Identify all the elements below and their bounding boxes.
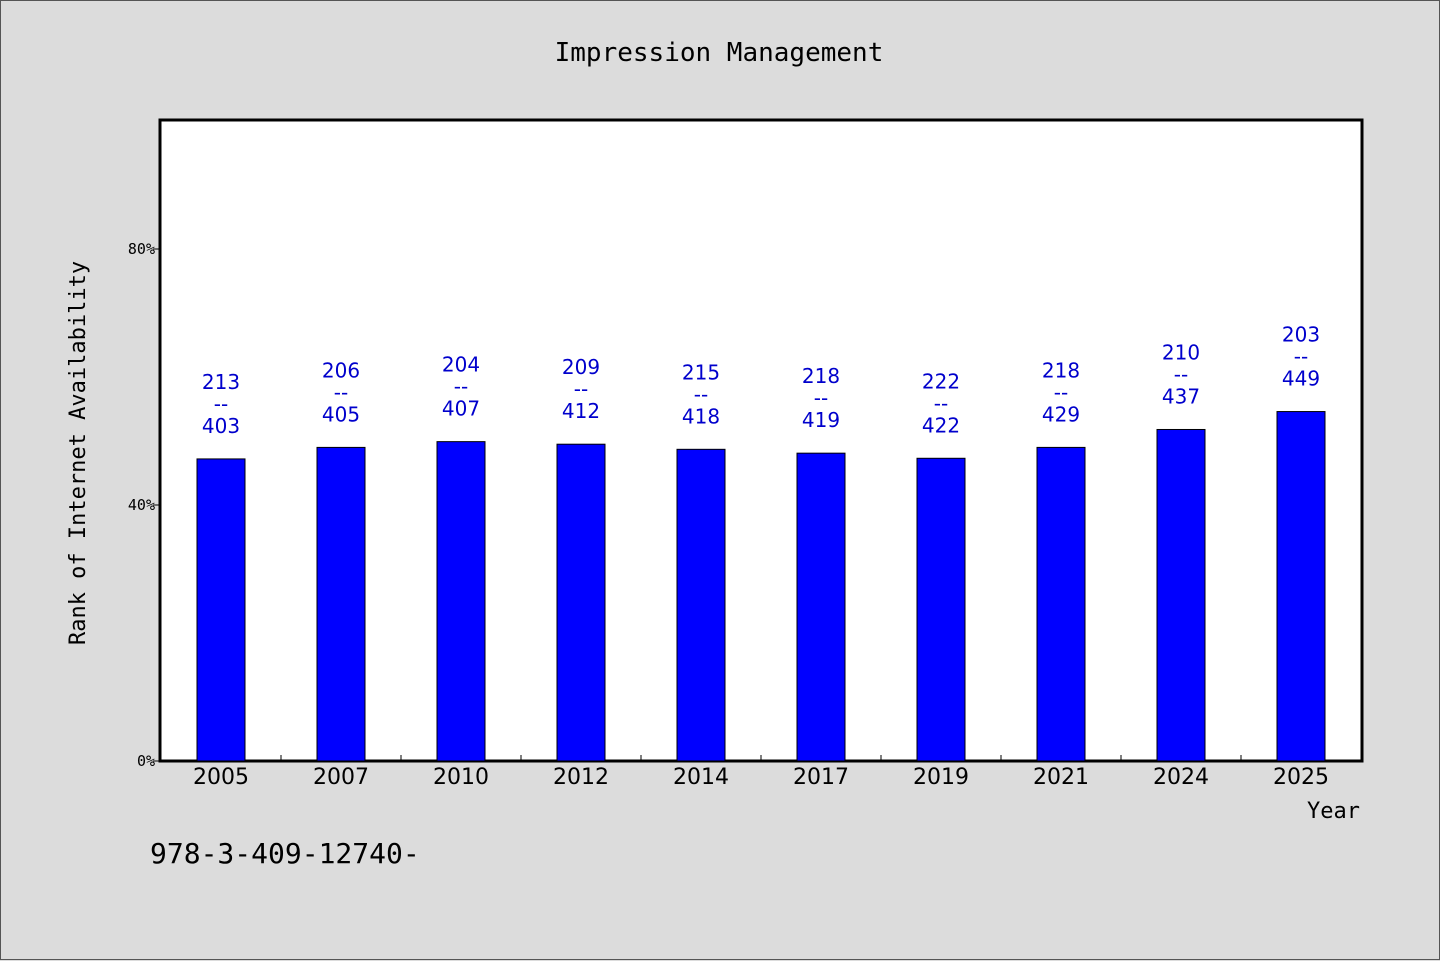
data-label-separator: --: [1294, 345, 1308, 369]
x-tick-label: 2010: [433, 765, 489, 790]
data-label-separator: --: [214, 392, 228, 416]
x-tick-label: 2007: [313, 765, 369, 790]
data-label-separator: --: [1054, 380, 1068, 404]
data-label-bottom: 437: [1162, 384, 1200, 408]
data-label-top: 215: [682, 360, 720, 384]
y-tick-label: 0%: [137, 752, 155, 770]
data-label-bottom: 419: [802, 408, 840, 432]
data-label-top: 210: [1162, 340, 1200, 364]
data-label-bottom: 405: [322, 402, 360, 426]
data-label-top: 218: [802, 364, 840, 388]
x-tick-label: 2005: [193, 765, 249, 790]
data-label-separator: --: [694, 382, 708, 406]
chart-title: Impression Management: [555, 38, 884, 68]
data-label-bottom: 422: [922, 413, 960, 437]
bar: [1156, 428, 1206, 762]
x-tick-label: 2017: [793, 765, 849, 790]
data-label-bottom: 449: [1282, 367, 1320, 391]
data-label-separator: --: [334, 380, 348, 404]
bar: [1276, 411, 1326, 762]
data-label-top: 213: [202, 370, 240, 394]
y-axis: 0% 40% 80%: [128, 240, 161, 770]
x-tick-label: 2014: [673, 765, 729, 790]
bar-series: [196, 411, 1326, 762]
data-label-separator: --: [1174, 362, 1188, 386]
data-label-top: 203: [1282, 323, 1320, 347]
data-label-separator: --: [814, 386, 828, 410]
footnote-isbn: 978-3-409-12740-: [150, 837, 420, 870]
data-label-top: 209: [562, 355, 600, 379]
y-axis-title: Rank of Internet Availability: [66, 261, 91, 645]
data-label-bottom: 429: [1042, 402, 1080, 426]
x-axis-title: Year: [1307, 799, 1360, 824]
data-label-bottom: 418: [682, 404, 720, 428]
x-tick-label: 2025: [1273, 765, 1329, 790]
bar: [676, 448, 726, 762]
bar: [796, 452, 846, 762]
x-tick-label: 2021: [1033, 765, 1089, 790]
data-label-separator: --: [574, 377, 588, 401]
data-label-top: 206: [322, 358, 360, 382]
data-label-separator: --: [454, 375, 468, 399]
data-label-bottom: 403: [202, 414, 240, 438]
data-label-bottom: 412: [562, 399, 600, 423]
y-tick-label: 80%: [128, 240, 155, 258]
data-label-top: 222: [922, 369, 960, 393]
bar: [196, 458, 246, 762]
bar: [1036, 446, 1086, 762]
y-tick-label: 40%: [128, 496, 155, 514]
bar: [316, 446, 366, 762]
x-tick-label: 2012: [553, 765, 609, 790]
data-label-top: 204: [442, 353, 480, 377]
data-label-bottom: 407: [442, 397, 480, 421]
data-labels: 213--403206--405204--407209--412215--418…: [202, 323, 1320, 438]
bar: [916, 457, 966, 762]
x-tick-label: 2019: [913, 765, 969, 790]
x-tick-label: 2024: [1153, 765, 1209, 790]
data-label-separator: --: [934, 391, 948, 415]
bar: [556, 443, 606, 762]
data-label-top: 218: [1042, 358, 1080, 382]
bar: [436, 441, 486, 762]
x-axis: 2005 2007 2010 2012 2014 2017 2019 2021 2024 2025: [193, 755, 1329, 790]
